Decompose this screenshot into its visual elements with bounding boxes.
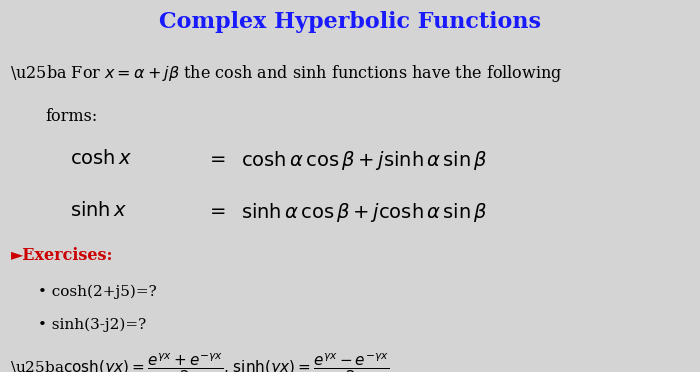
Text: $\cosh\alpha\,\cos\beta + j\sinh\alpha\,\sin\beta$: $\cosh\alpha\,\cos\beta + j\sinh\alpha\,… xyxy=(241,149,488,172)
Text: $\sinh x$: $\sinh x$ xyxy=(70,201,127,220)
Text: • cosh(2+j5)=?: • cosh(2+j5)=? xyxy=(38,285,158,299)
Text: \u25ba For $x = \alpha + j\beta$ the cosh and sinh functions have the following: \u25ba For $x = \alpha + j\beta$ the cos… xyxy=(10,63,563,84)
Text: $\sinh\alpha\,\cos\beta + j\cosh\alpha\,\sin\beta$: $\sinh\alpha\,\cos\beta + j\cosh\alpha\,… xyxy=(241,201,488,224)
Text: ►Exercises:: ►Exercises: xyxy=(10,247,113,264)
Text: forms:: forms: xyxy=(46,108,98,125)
Text: Complex Hyperbolic Functions: Complex Hyperbolic Functions xyxy=(159,11,541,33)
Text: $\cosh x$: $\cosh x$ xyxy=(70,149,132,168)
Text: • sinh(3-j2)=?: • sinh(3-j2)=? xyxy=(38,318,147,333)
Text: $=$: $=$ xyxy=(206,201,227,219)
Text: $=$: $=$ xyxy=(206,149,227,167)
Text: \u25ba$\cosh(\gamma x) = \dfrac{e^{\gamma x}+e^{-\gamma x}}{2}$, $\sinh(\gamma x: \u25ba$\cosh(\gamma x) = \dfrac{e^{\gamm… xyxy=(10,352,390,372)
